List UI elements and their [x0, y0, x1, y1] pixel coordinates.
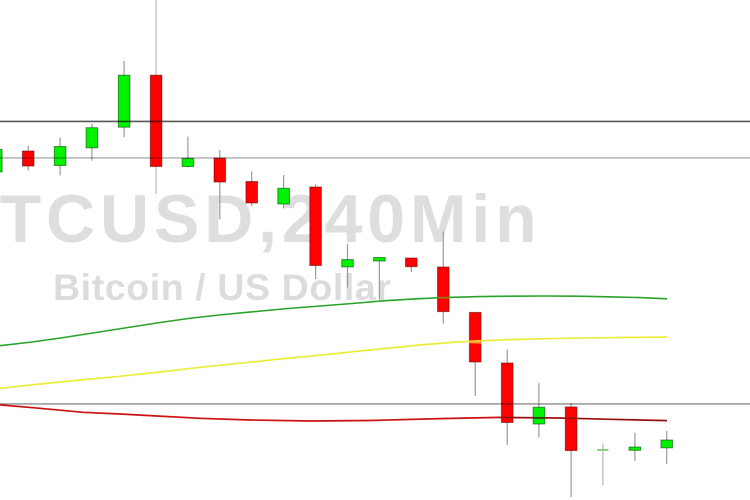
svg-text:Bitcoin / US Dollar: Bitcoin / US Dollar — [53, 266, 392, 308]
svg-text:BTCUSD,240Min: BTCUSD,240Min — [0, 181, 541, 257]
